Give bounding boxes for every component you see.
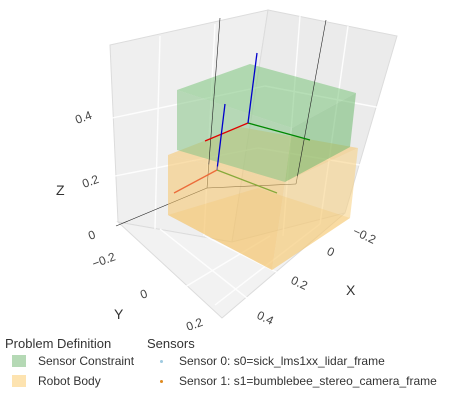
legend-item-label: Robot Body xyxy=(38,374,101,388)
y-axis-title: Y xyxy=(114,306,124,322)
legend-item-sensor-1[interactable]: Sensor 1: s1=bumblebee_stereo_camera_fra… xyxy=(155,374,437,388)
legend-item-sensor-0[interactable]: Sensor 0: s0=sick_lms1xx_lidar_frame xyxy=(155,354,385,368)
robot-body-swatch xyxy=(12,375,26,387)
legend-group-title-sensors: Sensors xyxy=(147,336,195,351)
sensor-constraint-volume xyxy=(177,64,356,182)
z-tick-label: 0 xyxy=(86,227,97,243)
legend-group-title-problem-definition: Problem Definition xyxy=(5,336,112,351)
legend-item-label: Sensor 1: s1=bumblebee_stereo_camera_fra… xyxy=(179,374,437,388)
sensor-1-frame xyxy=(204,52,311,142)
x-axis-title: X xyxy=(346,282,356,298)
legend: Problem Definition Sensor Constraint Rob… xyxy=(0,334,450,401)
z-axis-ticks: 0.4 0.2 0 xyxy=(73,108,101,243)
legend-item-robot-body[interactable]: Robot Body xyxy=(12,374,101,388)
y-tick-label: 0.2 xyxy=(184,315,205,330)
3d-scene[interactable]: 0.4 0.2 0 Z −0.2 0 0.2 Y −0.2 0 0.2 0.4 … xyxy=(0,0,450,330)
x-tick-label: 0 xyxy=(325,244,337,260)
sensor-1-marker xyxy=(160,379,163,383)
robot-body-volume xyxy=(168,148,358,270)
y-tick-label: 0 xyxy=(138,286,149,302)
sensor-0-marker xyxy=(160,359,163,363)
legend-item-sensor-constraint[interactable]: Sensor Constraint xyxy=(12,354,134,368)
z-tick-label: 0.2 xyxy=(80,172,101,191)
x-tick-label: 0.4 xyxy=(255,308,276,328)
y-tick-label: −0.2 xyxy=(90,249,117,270)
z-axis-title: Z xyxy=(56,182,65,198)
legend-item-label: Sensor Constraint xyxy=(38,354,135,368)
z-tick-label: 0.4 xyxy=(73,108,94,127)
sensor-constraint-swatch xyxy=(12,355,26,367)
legend-item-label: Sensor 0: s0=sick_lms1xx_lidar_frame xyxy=(179,354,385,368)
x-axis-ticks: −0.2 0 0.2 0.4 xyxy=(255,224,379,328)
x-tick-label: −0.2 xyxy=(351,224,379,247)
x-tick-label: 0.2 xyxy=(289,273,310,293)
